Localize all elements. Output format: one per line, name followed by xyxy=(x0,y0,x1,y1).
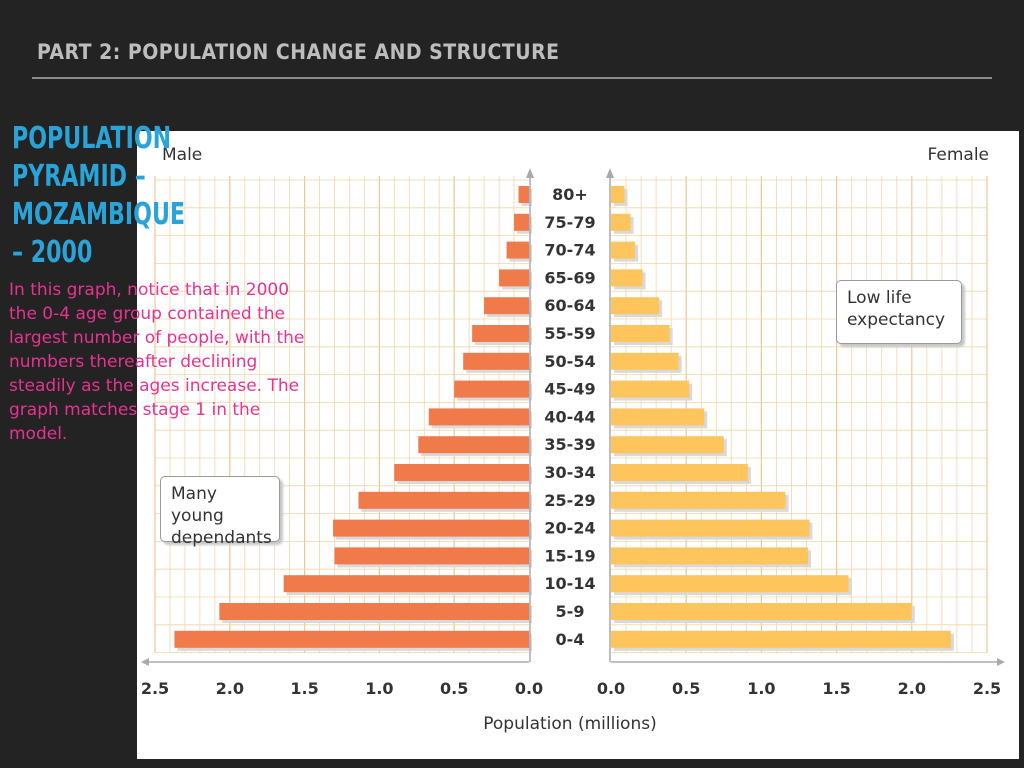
x-tick-label-female: 2.5 xyxy=(973,679,1001,698)
age-group-label: 80+ xyxy=(552,185,588,204)
bar-female-40-44 xyxy=(611,408,705,426)
bar-female-50-54 xyxy=(611,352,679,370)
age-group-label: 10-14 xyxy=(544,574,595,593)
bar-male-80+ xyxy=(518,186,529,203)
population-pyramid-chart: 80+ 75-79 70-74 65-69 60-64 55-59 50-54 45-49 40… xyxy=(137,131,1019,759)
age-group-label: 45-49 xyxy=(544,380,595,399)
bar-male-50-54 xyxy=(463,352,529,370)
bar-female-80+ xyxy=(611,186,625,203)
slide-title: POPULATION PYRAMID – MOZAMBIQUE – 2000 xyxy=(12,121,186,270)
x-axis-title: Population (millions) xyxy=(483,714,656,734)
bar-female-60-64 xyxy=(611,297,660,315)
header-divider xyxy=(32,77,992,79)
bar-female-10-14 xyxy=(611,575,849,593)
age-group-label: 75-79 xyxy=(544,213,595,232)
annotation-low-life-expectancy: Low life expectancy xyxy=(836,280,962,344)
bar-female-5-9 xyxy=(611,603,912,620)
age-group-label: 20-24 xyxy=(544,519,595,538)
age-group-label: 15-19 xyxy=(544,546,595,565)
bar-female-70-74 xyxy=(611,241,636,259)
bar-male-15-19 xyxy=(334,547,529,565)
bar-male-35-39 xyxy=(418,436,529,454)
bar-female-75-79 xyxy=(611,213,631,231)
age-group-label: 60-64 xyxy=(544,296,595,315)
bar-female-0-4 xyxy=(611,630,951,648)
chart-svg: 80+ 75-79 70-74 65-69 60-64 55-59 50-54 45-49 40… xyxy=(141,145,1005,734)
age-group-label: 5-9 xyxy=(556,602,585,621)
female-label: Female xyxy=(928,145,989,165)
age-group-label: 40-44 xyxy=(544,407,595,426)
x-axis-male-arrow xyxy=(141,658,149,666)
bar-male-25-29 xyxy=(358,491,529,509)
bar-female-30-34 xyxy=(611,464,748,481)
x-tick-label-female: 0.5 xyxy=(672,679,700,698)
x-tick-label-male: 2.0 xyxy=(216,679,244,698)
center-axis-arrow-1 xyxy=(606,168,614,178)
slide-header: PART 2: POPULATION CHANGE AND STRUCTURE xyxy=(37,40,560,64)
slide-body-text: In this graph, notice that in 2000 the 0… xyxy=(9,280,305,444)
bar-male-10-14 xyxy=(283,575,529,593)
bar-male-70-74 xyxy=(506,241,529,259)
age-group-label: 55-59 xyxy=(544,324,595,343)
bar-female-15-19 xyxy=(611,547,809,565)
bar-female-55-59 xyxy=(611,325,670,342)
age-group-label: 35-39 xyxy=(544,435,595,454)
x-tick-label-female: 0.0 xyxy=(597,679,625,698)
bar-female-25-29 xyxy=(611,491,786,509)
bar-female-45-49 xyxy=(611,380,690,398)
bar-male-55-59 xyxy=(472,325,529,342)
bar-female-65-69 xyxy=(611,269,643,287)
bar-male-45-49 xyxy=(454,380,529,398)
bar-male-40-44 xyxy=(428,408,529,426)
bar-male-65-69 xyxy=(499,269,529,287)
x-tick-label-male: 0.5 xyxy=(440,679,468,698)
age-group-label: 70-74 xyxy=(544,241,595,260)
age-group-label: 25-29 xyxy=(544,491,595,510)
x-tick-label-male: 1.0 xyxy=(365,679,393,698)
age-group-label: 50-54 xyxy=(544,352,595,371)
age-group-label: 30-34 xyxy=(544,463,595,482)
x-tick-label-female: 2.0 xyxy=(898,679,926,698)
center-axis-arrow-0 xyxy=(526,168,534,178)
bar-female-20-24 xyxy=(611,519,810,537)
bar-male-75-79 xyxy=(514,213,529,231)
x-tick-label-male: 2.5 xyxy=(141,679,169,698)
x-axis-female-arrow xyxy=(997,658,1005,666)
bar-male-0-4 xyxy=(174,630,529,648)
annotation-young-dependants: Many young dependants xyxy=(160,476,280,548)
x-tick-label-female: 1.5 xyxy=(822,679,850,698)
bar-male-20-24 xyxy=(333,519,529,537)
x-tick-label-female: 1.0 xyxy=(747,679,775,698)
bar-male-30-34 xyxy=(394,464,529,481)
x-tick-label-male: 1.5 xyxy=(290,679,318,698)
age-group-label: 65-69 xyxy=(544,268,595,287)
male-label: Male xyxy=(162,145,202,165)
x-tick-label-male: 0.0 xyxy=(515,679,543,698)
bar-male-60-64 xyxy=(484,297,529,315)
bar-female-35-39 xyxy=(611,436,724,454)
bar-male-5-9 xyxy=(219,603,529,620)
age-group-label: 0-4 xyxy=(556,630,585,649)
